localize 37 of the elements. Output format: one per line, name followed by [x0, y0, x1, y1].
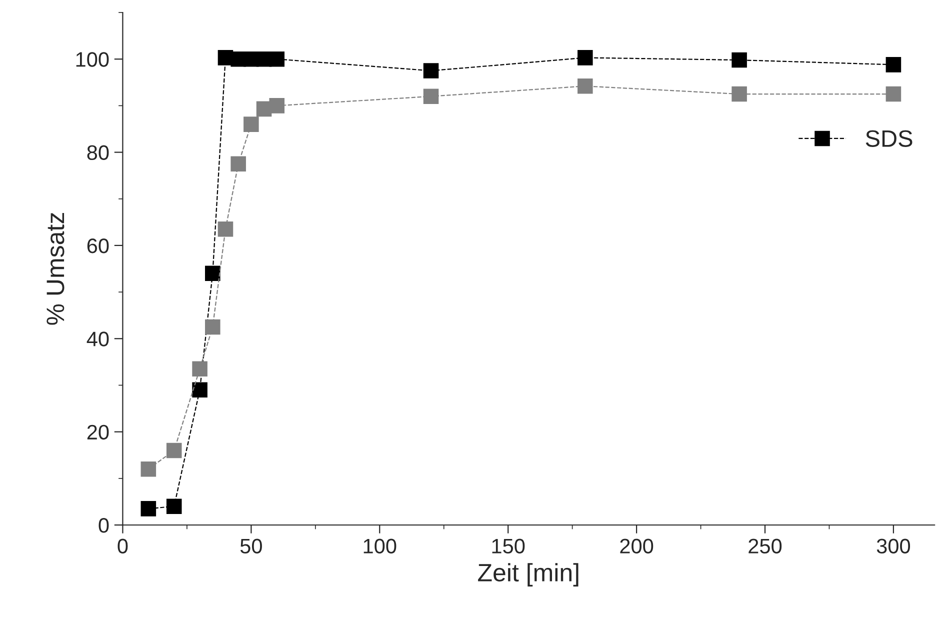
x-tick-label: 250 [748, 538, 782, 554]
point [140, 501, 156, 516]
y-tick-label: 0 [98, 518, 109, 533]
y-tick-label: 60 [87, 238, 109, 254]
point [269, 98, 285, 114]
point [423, 63, 439, 78]
x-tick-label: 200 [620, 538, 654, 554]
point [166, 442, 182, 458]
point [218, 222, 234, 237]
point [269, 51, 285, 67]
legend-label: SDS [866, 130, 912, 147]
point [578, 78, 593, 94]
point [230, 156, 246, 172]
y-tick-label: 40 [86, 332, 109, 346]
point [205, 319, 220, 335]
point [423, 88, 439, 104]
point [886, 86, 902, 102]
point [886, 57, 902, 72]
y-tick-label: 100 [76, 52, 109, 67]
x-tick-label: 150 [492, 538, 525, 554]
point [578, 50, 593, 66]
point [166, 498, 182, 514]
x-tick-label: 100 [364, 538, 396, 554]
y-tick-label: 20 [87, 424, 109, 440]
point [192, 361, 208, 377]
y-tick-label: 80 [87, 145, 109, 160]
x-tick-label: 50 [240, 538, 262, 554]
x-tick-label: 300 [876, 538, 910, 554]
point [205, 266, 220, 282]
x-axis-title: Zeit [min] [478, 563, 578, 586]
x-tick-label: 0 [118, 538, 128, 554]
point [732, 86, 747, 102]
y-axis-title: % Umsatz [46, 213, 64, 325]
point [140, 461, 156, 477]
point [732, 52, 747, 68]
point [244, 116, 259, 132]
point [192, 382, 208, 398]
